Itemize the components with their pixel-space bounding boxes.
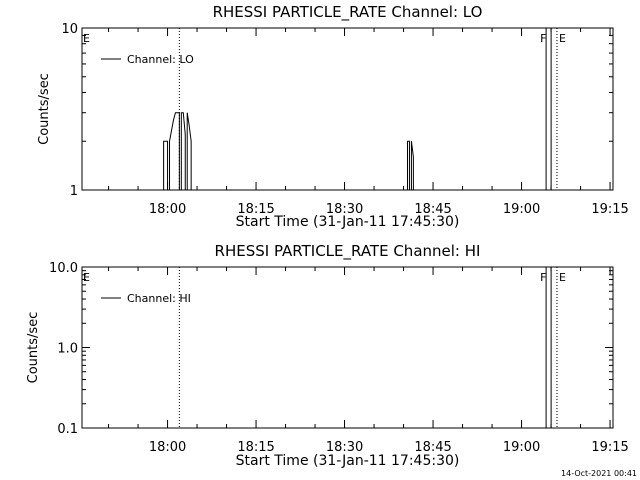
x-tick-label: 19:00 bbox=[503, 440, 540, 455]
y-axis-label: Counts/sec bbox=[37, 73, 52, 145]
x-tick-label: 19:15 bbox=[591, 440, 628, 455]
flag-marker-f: F bbox=[540, 32, 546, 45]
series-line bbox=[163, 112, 414, 191]
y-tick-label: 0.1 bbox=[57, 422, 78, 437]
x-tick-label: 18:45 bbox=[414, 440, 451, 455]
x-tick-label: 18:45 bbox=[414, 202, 451, 217]
flag-marker-e: E bbox=[559, 271, 566, 284]
y-axis-label: Counts/sec bbox=[26, 312, 41, 384]
chart-panel-1: RHESSI PARTICLE_RATE Channel: LO 18:00 18:… bbox=[37, 3, 629, 230]
chart-title: RHESSI PARTICLE_RATE Channel: LO bbox=[213, 3, 483, 22]
legend-label: Channel: LO bbox=[127, 53, 194, 66]
chart-panel-2: RHESSI PARTICLE_RATE Channel: HI 18:00 18:… bbox=[26, 242, 629, 469]
flag-marker-f: F bbox=[540, 271, 546, 284]
x-tick-label: 18:30 bbox=[326, 440, 363, 455]
chart-title: RHESSI PARTICLE_RATE Channel: HI bbox=[215, 242, 481, 261]
x-tick-label: 18:15 bbox=[237, 202, 274, 217]
flag-marker-e: E bbox=[83, 271, 90, 284]
y-tick-label: 1.0 bbox=[57, 342, 78, 357]
legend-label: Channel: HI bbox=[127, 292, 191, 305]
x-tick-label: 18:30 bbox=[326, 202, 363, 217]
x-tick-label: 19:15 bbox=[591, 202, 628, 217]
y-tick-label: 10 bbox=[61, 22, 78, 37]
x-tick-label: 19:00 bbox=[503, 202, 540, 217]
x-tick-label: 18:00 bbox=[149, 440, 186, 455]
x-axis-label: Start Time (31-Jan-11 17:45:30) bbox=[236, 453, 460, 469]
flag-marker-e: E bbox=[83, 32, 90, 45]
x-tick-label: 18:00 bbox=[149, 202, 186, 217]
x-axis-label: Start Time (31-Jan-11 17:45:30) bbox=[236, 214, 460, 230]
x-tick-label: 18:15 bbox=[237, 440, 274, 455]
y-tick-label: 1 bbox=[70, 184, 78, 199]
plot-timestamp: 14-Oct-2021 00:41 bbox=[561, 469, 637, 478]
flag-marker-e: E bbox=[559, 32, 566, 45]
y-tick-label: 10.0 bbox=[49, 261, 78, 276]
